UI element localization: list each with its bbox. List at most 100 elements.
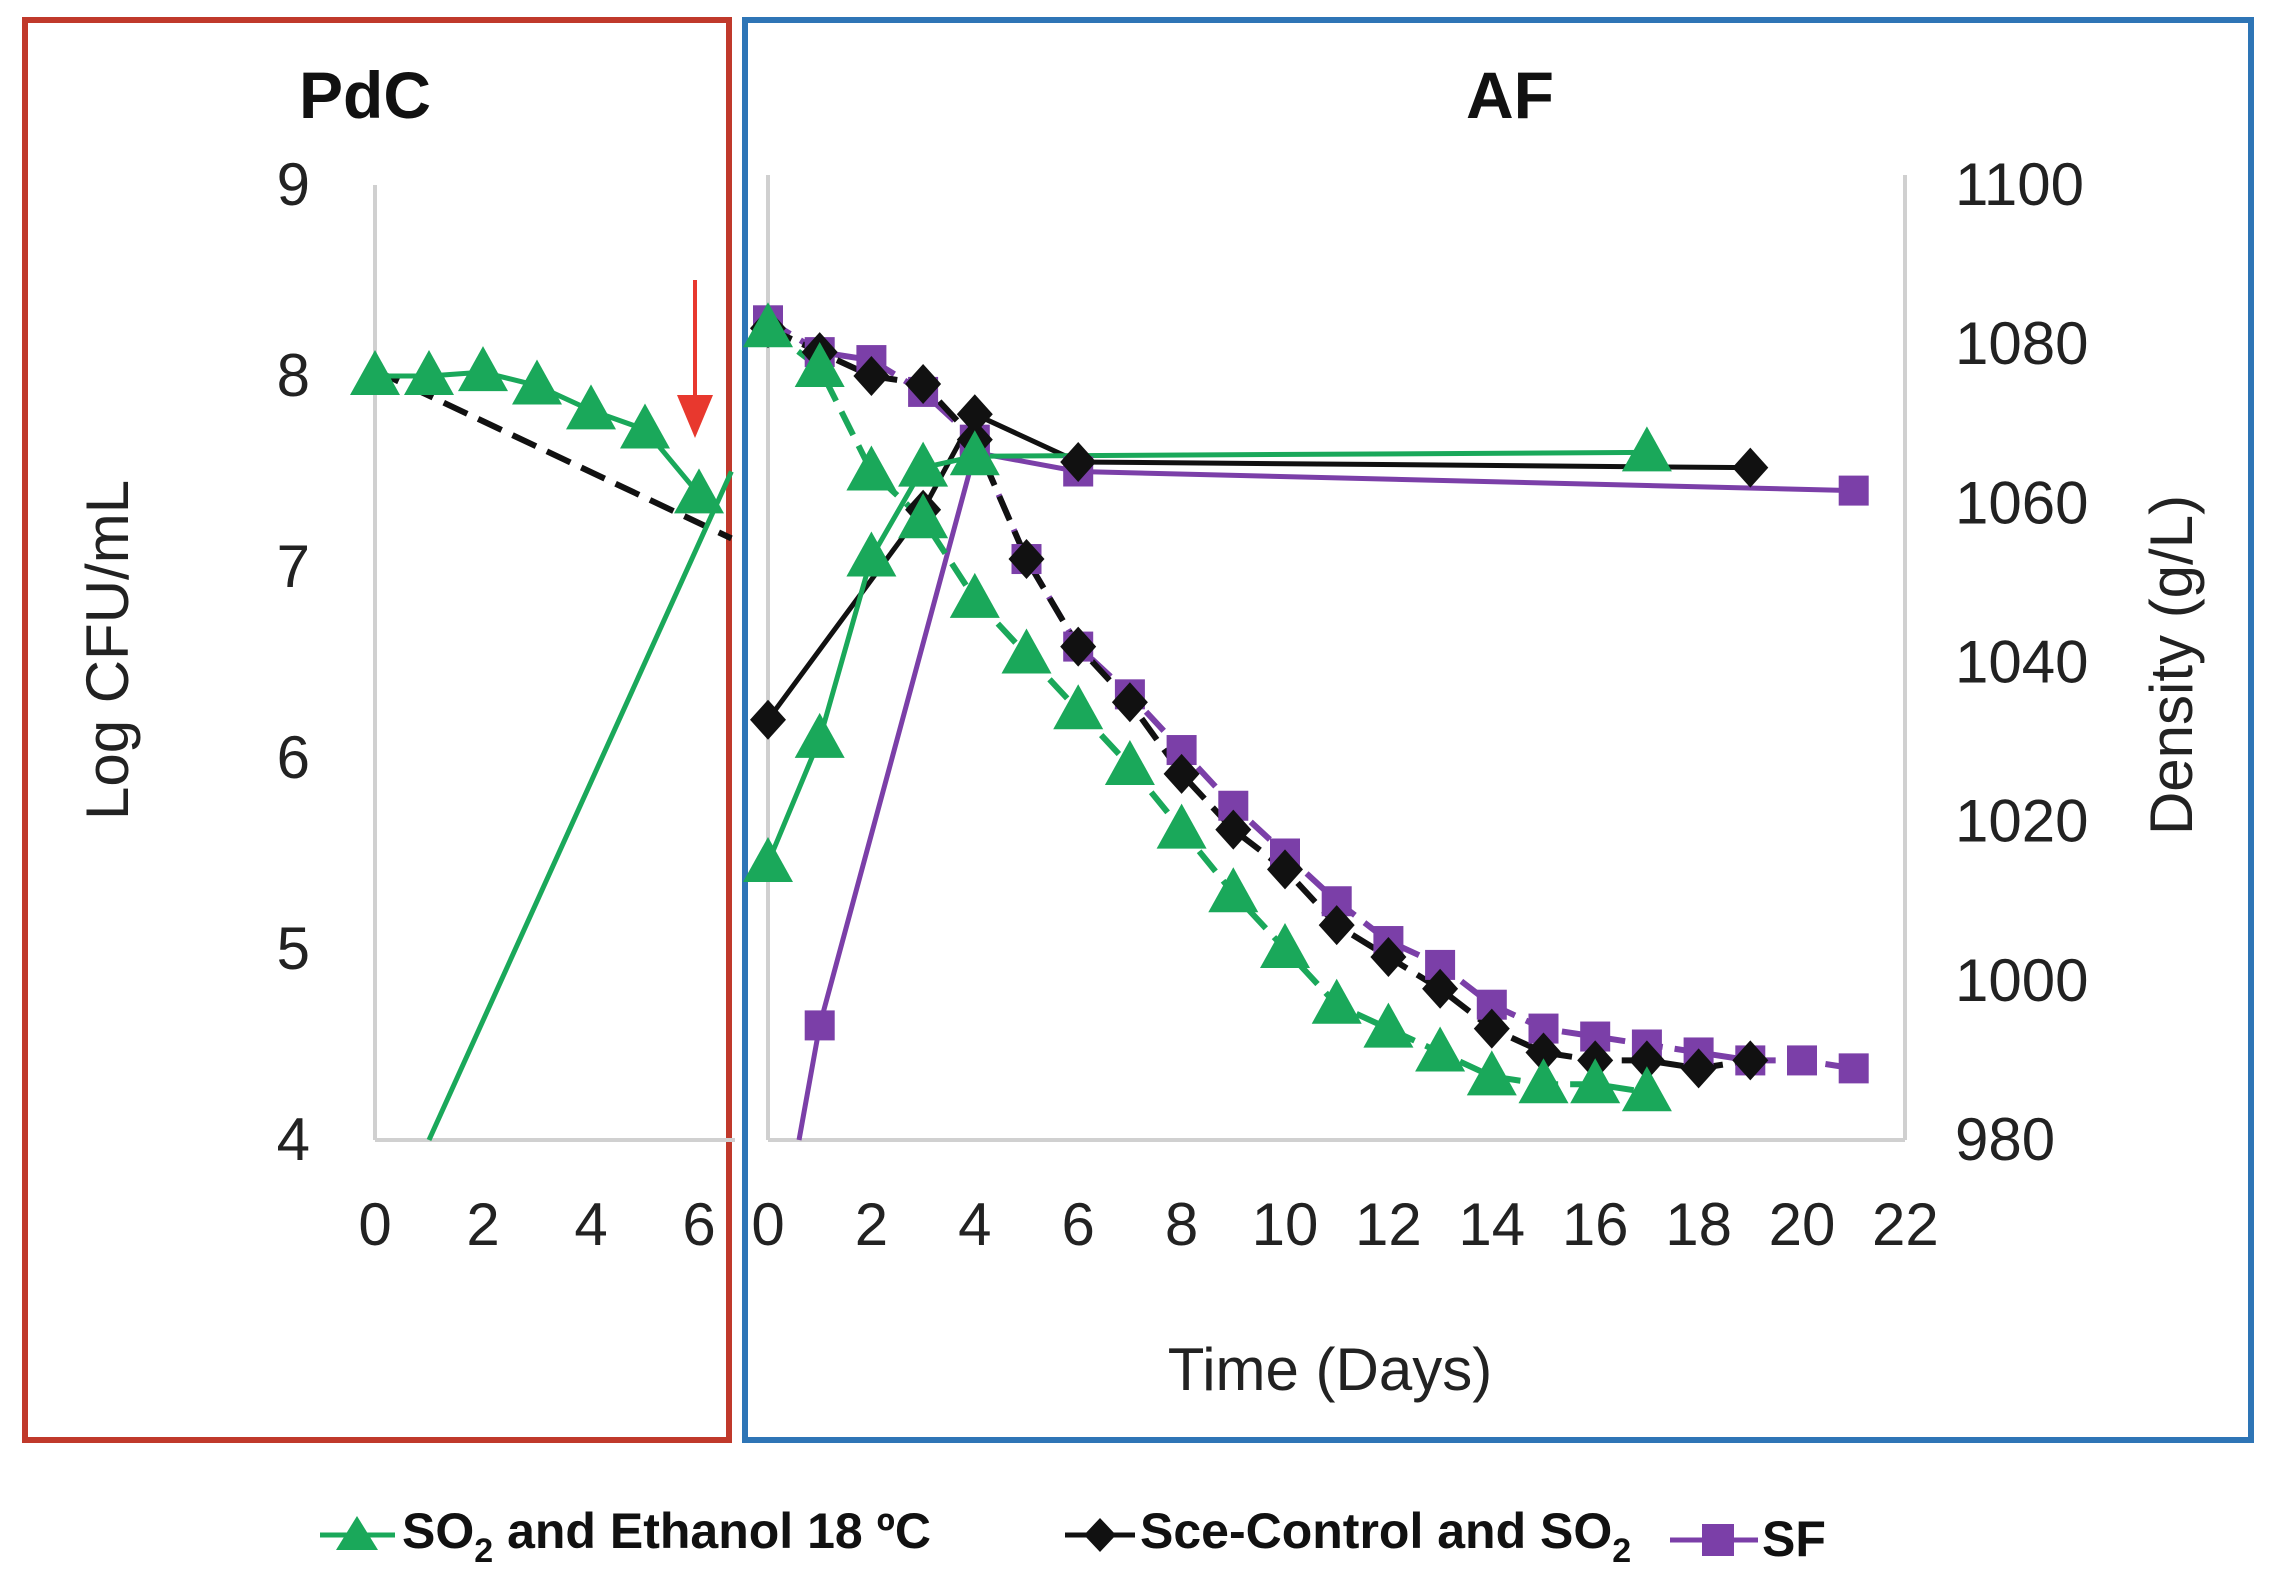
- density-point-triangle: [1053, 684, 1104, 730]
- legend-label-sce-control: Sce-Control and SO2: [1140, 1503, 1631, 1570]
- transition-arrow: [677, 280, 713, 438]
- y-tick-right-label: 1020: [1955, 788, 2088, 855]
- legend-item-so2-ethanol: SO2 and Ethanol 18 ºC: [320, 1503, 931, 1570]
- x-tick-af-label: 16: [1562, 1191, 1629, 1258]
- density-point-square: [1838, 1053, 1869, 1084]
- af-panel-title: AF: [1466, 58, 1554, 132]
- x-tick-af-label: 18: [1665, 1191, 1732, 1258]
- cfu-point-triangle: [743, 837, 793, 883]
- density-point-diamond: [1422, 968, 1459, 1009]
- cfu-point-diamond: [750, 699, 786, 740]
- density-point-diamond: [1267, 849, 1303, 890]
- density-point-triangle: [1466, 1050, 1517, 1096]
- y-ticks-left: 4 5 6 7 8 9: [277, 151, 310, 1173]
- pdc-point-triangle: [458, 346, 508, 392]
- density-point-diamond: [853, 356, 890, 396]
- af-panel-frame: [742, 17, 2254, 1443]
- legend-item-sce-control: Sce-Control and SO2: [1065, 1503, 1631, 1570]
- x-tick-af-label: 2: [855, 1191, 888, 1258]
- density-point-diamond: [1370, 936, 1407, 977]
- series-layer: [350, 302, 1869, 1142]
- density-point-triangle: [1363, 1002, 1414, 1048]
- x-tick-af-label: 22: [1872, 1191, 1939, 1258]
- y-tick-right-label: 1060: [1955, 469, 2088, 536]
- pdc-point-triangle: [512, 359, 562, 405]
- density-point-triangle: [1518, 1058, 1569, 1104]
- density-line-diamond: [766, 325, 1751, 1072]
- density-point-diamond: [1060, 626, 1097, 667]
- x-tick-pdc-label: 4: [574, 1191, 607, 1258]
- density-point-triangle: [898, 493, 949, 539]
- density-point-square: [1787, 1045, 1817, 1076]
- pdc-point-triangle: [404, 350, 454, 395]
- cfu-point-square: [804, 1010, 835, 1041]
- density-point-diamond: [1111, 682, 1148, 723]
- y-tick-left-label: 9: [277, 151, 310, 218]
- density-point-triangle: [1570, 1058, 1621, 1104]
- density-point-diamond: [1318, 905, 1355, 946]
- cfu-point-square: [1838, 475, 1869, 506]
- x-tick-pdc-label: 0: [358, 1191, 391, 1258]
- x-tick-af-label: 14: [1458, 1191, 1525, 1258]
- pdc-panel-frame: [22, 17, 732, 1443]
- density-point-triangle: [743, 302, 793, 348]
- y-axis-title-left: Log CFU/mL: [74, 480, 141, 820]
- y-tick-right-label: 1040: [1955, 629, 2088, 696]
- legend: SO2 and Ethanol 18 ºC Sce-Control and SO…: [320, 1503, 1826, 1570]
- density-point-diamond: [1732, 1040, 1769, 1081]
- density-point-diamond: [1473, 1008, 1510, 1049]
- y-tick-right-label: 980: [1955, 1106, 2055, 1173]
- y-tick-right-label: 1100: [1955, 151, 2084, 218]
- pdc-point-triangle: [674, 468, 724, 514]
- cfu-point-triangle: [846, 531, 897, 577]
- y-tick-left-label: 5: [277, 915, 310, 982]
- x-axis-title: Time (Days): [1168, 1336, 1492, 1403]
- y-tick-left-label: 6: [277, 724, 310, 791]
- density-point-diamond: [1628, 1040, 1665, 1081]
- x-ticks-af: 0 2 4 6 8 10 12 14 16 18 20 22: [751, 1191, 1938, 1258]
- y-ticks-right: 980 1000 1020 1040 1060 1080 1100: [1955, 151, 2088, 1173]
- cfu-point-triangle: [898, 441, 949, 487]
- density-point-triangle: [1208, 867, 1259, 913]
- x-tick-af-label: 12: [1355, 1191, 1422, 1258]
- density-point-triangle: [1260, 923, 1310, 968]
- y-tick-left-label: 7: [277, 533, 310, 600]
- pdc-line-diamond: [373, 367, 733, 542]
- density-point-diamond: [1008, 539, 1045, 580]
- pdc-point-triangle: [350, 350, 400, 395]
- density-point-diamond: [1215, 809, 1252, 850]
- x-ticks-pdc: 0 2 4 6: [358, 1191, 715, 1258]
- pdc-point-triangle: [620, 403, 670, 449]
- y-tick-right-label: 1080: [1955, 310, 2088, 377]
- x-tick-af-label: 0: [751, 1191, 784, 1258]
- density-point-triangle: [1311, 978, 1362, 1024]
- y-tick-left-label: 4: [277, 1106, 310, 1173]
- density-point-triangle: [949, 572, 1000, 618]
- pdc-point-triangle: [566, 384, 616, 430]
- legend-label-so2-ethanol: SO2 and Ethanol 18 ºC: [402, 1503, 931, 1570]
- legend-triangle-icon: [336, 1516, 378, 1550]
- cfu-line-square: [796, 449, 1854, 1141]
- x-tick-pdc-label: 2: [466, 1191, 499, 1258]
- density-point-diamond: [1163, 753, 1200, 794]
- legend-label-sf: SF: [1762, 1511, 1826, 1567]
- x-tick-af-label: 4: [958, 1191, 991, 1258]
- x-tick-af-label: 8: [1165, 1191, 1198, 1258]
- x-tick-pdc-label: 6: [682, 1191, 715, 1258]
- density-point-triangle: [1415, 1026, 1466, 1072]
- legend-square-icon: [1702, 1524, 1734, 1556]
- transition-arrow-head: [677, 395, 713, 438]
- pdc-panel-title: PdC: [299, 58, 431, 132]
- legend-item-sf: SF: [1670, 1511, 1826, 1567]
- pdc-growth-line-triangle: [426, 470, 734, 1142]
- y-tick-left-label: 8: [277, 342, 310, 409]
- density-point-triangle: [1621, 1066, 1672, 1112]
- density-point-triangle: [1104, 739, 1155, 785]
- density-point-triangle: [1156, 803, 1207, 849]
- x-tick-af-label: 6: [1062, 1191, 1095, 1258]
- density-line-square: [766, 317, 1855, 1072]
- x-tick-af-label: 20: [1769, 1191, 1836, 1258]
- density-point-diamond: [905, 363, 942, 404]
- cfu-point-diamond: [1732, 447, 1769, 488]
